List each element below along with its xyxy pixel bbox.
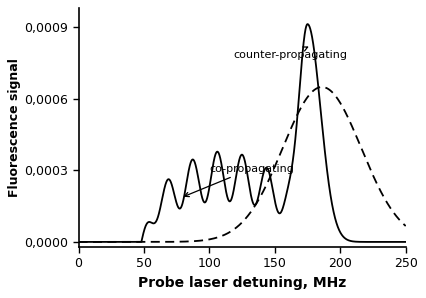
Text: co-propagating: co-propagating: [184, 164, 294, 197]
X-axis label: Probe laser detuning, MHz: Probe laser detuning, MHz: [138, 276, 346, 290]
Text: counter-propagating: counter-propagating: [233, 47, 347, 60]
Y-axis label: Fluorescence signal: Fluorescence signal: [9, 58, 21, 197]
